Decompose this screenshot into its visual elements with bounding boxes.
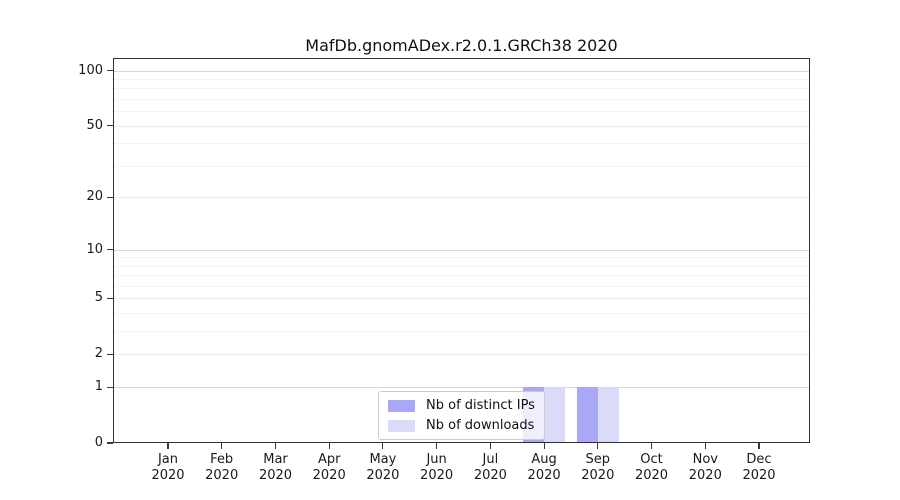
gridline-y-minor-60: [113, 111, 810, 113]
legend-item-downloads: Nb of downloads: [388, 418, 535, 433]
gridline-y-minor-9: [113, 257, 810, 259]
x-tick-nov-2020: [704, 443, 706, 449]
x-tick-label-feb-2020: Feb 2020: [205, 452, 239, 483]
y-tick-2: [107, 353, 113, 355]
y-axis: 0 1 2 5 10 20 50 100: [78, 58, 810, 450]
y-tick-label-5: 5: [94, 290, 103, 306]
gridline-y-10: [113, 249, 810, 251]
x-tick-label-sep-2020: Sep 2020: [581, 452, 615, 483]
x-tick-aug-2020: [543, 443, 545, 449]
y-tick-label-1: 1: [94, 379, 103, 395]
x-tick-jan-2020: [167, 443, 169, 449]
legend: Nb of distinct IPs Nb of downloads: [378, 391, 545, 440]
gridline-y-minor-6: [113, 286, 810, 287]
y-tick-label-2: 2: [94, 346, 103, 362]
gridline-y-minor-30: [113, 165, 810, 167]
y-tick-10: [107, 248, 113, 251]
legend-item-distinct-ips: Nb of distinct IPs: [388, 398, 535, 413]
gridline-y-100: [113, 70, 810, 72]
y-tick-label-0: 0: [94, 435, 103, 450]
gridline-y-1: [113, 387, 810, 389]
x-tick-label-jun-2020: Jun 2020: [420, 452, 454, 483]
gridline-y-minor-70: [113, 99, 810, 100]
x-tick-label-nov-2020: Nov 2020: [688, 452, 722, 483]
x-tick-mar-2020: [274, 443, 277, 449]
x-tick-jun-2020: [436, 443, 438, 449]
gridline-y-minor-90: [113, 79, 810, 80]
gridline-y-minor-3: [113, 331, 810, 333]
gridline-y-minor-7: [113, 275, 810, 277]
x-tick-label-oct-2020: Oct 2020: [634, 452, 669, 483]
bar-nb-of-downloads-aug-2020: [544, 387, 566, 443]
y-tick-label-20: 20: [86, 189, 103, 205]
gridline-y-minor-80: [113, 88, 810, 90]
y-tick-label-50: 50: [86, 117, 103, 133]
y-tick-50: [107, 125, 113, 127]
legend-label-downloads: Nb of downloads: [426, 418, 535, 433]
legend-swatch-distinct-ips: [388, 399, 415, 412]
x-tick-oct-2020: [650, 443, 653, 449]
gridline-y-5: [113, 298, 810, 300]
gridline-y-50: [113, 125, 810, 127]
x-axis: Jan 2020 Feb 2020 Mar 2020 Apr 2020 May 2020…: [113, 58, 810, 483]
x-tick-label-jul-2020: Jul 2020: [473, 452, 507, 483]
legend-swatch-downloads: [388, 419, 415, 432]
gridline-y-minor-40: [113, 143, 810, 145]
x-tick-dec-2020: [758, 443, 760, 449]
gridline-y-2: [113, 354, 810, 356]
y-tick-5: [107, 297, 113, 299]
x-tick-label-apr-2020: Apr 2020: [312, 452, 346, 483]
y-tick-0: [107, 442, 113, 444]
y-tick-label-100: 100: [78, 62, 103, 78]
x-tick-may-2020: [382, 443, 384, 449]
chart-title: MafDb.gnomADex.r2.0.1.GRCh38 2020: [305, 36, 618, 55]
gridlines-layer: [113, 58, 810, 443]
x-tick-jul-2020: [489, 443, 491, 449]
plot-area: 0 1 2 5 10 20 50 100 Jan 2020 Feb 2020 Mar 2020 Ap…: [78, 58, 810, 483]
x-tick-sep-2020: [597, 443, 599, 449]
x-tick-label-may-2020: May 2020: [366, 452, 400, 483]
y-tick-20: [107, 196, 113, 198]
x-tick-label-dec-2020: Dec 2020: [742, 452, 776, 483]
x-tick-label-mar-2020: Mar 2020: [258, 452, 293, 483]
gridline-y-20: [113, 197, 810, 199]
x-tick-apr-2020: [328, 443, 330, 449]
bar-nb-of-distinct-ips-sep-2020: [576, 387, 598, 443]
bar-nb-of-downloads-sep-2020: [597, 387, 619, 443]
y-tick-100: [107, 70, 113, 72]
y-tick-label-10: 10: [86, 241, 103, 257]
x-tick-label-aug-2020: Aug 2020: [527, 452, 561, 483]
x-tick-label-jan-2020: Jan 2020: [151, 452, 185, 483]
x-tick-feb-2020: [221, 443, 223, 449]
y-tick-1: [107, 386, 113, 388]
legend-label-distinct-ips: Nb of distinct IPs: [426, 398, 535, 413]
gridline-y-minor-4: [113, 313, 810, 315]
gridline-y-minor-8: [113, 265, 810, 267]
